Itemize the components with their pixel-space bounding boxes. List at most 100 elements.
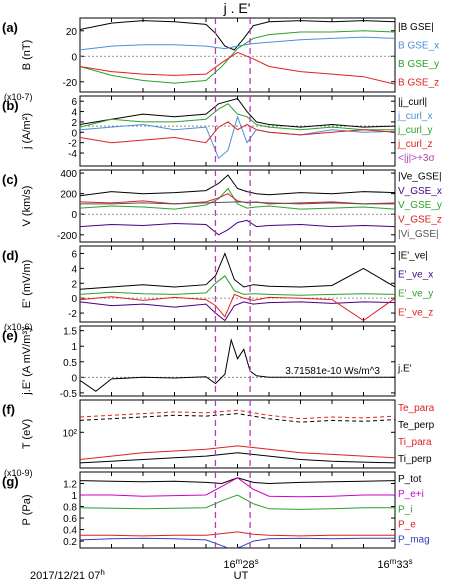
y-tick-label: 0 xyxy=(71,294,77,305)
legend-entry: |j_curl| xyxy=(398,97,427,108)
legend-entry: Ti_para xyxy=(398,437,432,448)
series-group xyxy=(80,409,395,464)
series-line-3 xyxy=(80,293,395,322)
series-line-0 xyxy=(80,252,395,290)
legend-entry: P_mag xyxy=(398,535,430,546)
y-tick-label: 6 xyxy=(71,249,77,260)
y-tick-label: 1 xyxy=(71,342,77,353)
series-line-1 xyxy=(80,36,395,51)
series-group xyxy=(80,477,395,548)
panel-frame xyxy=(79,471,396,549)
y-tick-label: 4 xyxy=(71,108,77,119)
panel-label: (a) xyxy=(2,20,18,35)
series-line-3 xyxy=(80,452,395,464)
legend-entry: |Ve_GSE| xyxy=(398,171,442,182)
scale-label: (x10-7) xyxy=(4,92,33,102)
panel-label: (c) xyxy=(2,172,18,187)
series-line-0 xyxy=(80,338,395,392)
integral-annotation: 3.71581e-10 Ws/m^3 xyxy=(285,366,380,377)
series-line-1 xyxy=(80,301,395,322)
legend-entry: E'_ve_x xyxy=(398,269,433,280)
series-group xyxy=(80,20,395,85)
y-axis-label: B (nT) xyxy=(21,40,33,71)
legend-entry: B GSE_x xyxy=(398,41,439,52)
series-line-0 xyxy=(80,174,395,197)
series-line-2 xyxy=(80,103,395,131)
tick-label-16m28s: 16m28s xyxy=(223,557,258,571)
scale-label: (x10-6) xyxy=(4,322,33,332)
panel-label: (b) xyxy=(2,98,19,113)
series-line-3 xyxy=(80,51,395,85)
series-group xyxy=(80,338,395,392)
legend-entry: j_curl_z xyxy=(397,139,432,150)
legend-entry: Ti_perp xyxy=(398,454,432,465)
time-axis: 16m28s 16m33s 2017/12/21 07h UT xyxy=(30,557,413,580)
series-line-1 xyxy=(80,413,395,423)
y-tick-label: -2 xyxy=(68,139,77,150)
panel-label: (f) xyxy=(2,402,15,417)
series-line-0 xyxy=(80,409,395,420)
y-tick-label: 0.8 xyxy=(63,503,77,514)
y-tick-label: 0 xyxy=(71,128,77,139)
legend-entry: B GSE_z xyxy=(398,78,439,89)
series-line-3 xyxy=(80,531,395,537)
scale-label: (x10-9) xyxy=(4,468,33,478)
legend-entry: Te_perp xyxy=(398,420,435,431)
y-tick-label: 0.4 xyxy=(63,526,77,537)
figure-title: j . E' xyxy=(223,0,251,16)
panel-3: (d)E' (mV/m) -2 0 2 4 6 |E'_ve| E'_ve_x E'_ve_y E… xyxy=(2,245,433,323)
y-tick-label: 0 xyxy=(71,52,77,63)
x-axis-label: UT xyxy=(234,570,249,580)
legend-entry: P_tot xyxy=(398,474,422,485)
panel-label: (e) xyxy=(2,328,18,343)
panel-frame xyxy=(79,325,396,397)
series-line-2 xyxy=(80,445,395,460)
series-line-3 xyxy=(80,121,395,144)
y-axis-label: j.E' (A mV/m³) xyxy=(21,327,33,396)
series-line-2 xyxy=(80,30,395,84)
legend-entry: Te_para xyxy=(398,403,435,414)
y-axis-label: E' (mV/m) xyxy=(21,260,33,309)
legend-entry: V_GSE_x xyxy=(398,186,442,197)
series-group xyxy=(80,252,395,322)
legend-entry: B GSE_y xyxy=(398,59,439,70)
y-axis-label: j (A/m²) xyxy=(21,113,33,150)
legend-entry: |B GSE| xyxy=(398,22,434,33)
panel-6: (g)P (Pa) (x10-9) 0.20.40.60.811.2 P_tot P_e… xyxy=(2,468,430,549)
legend-entry: j_curl_x xyxy=(397,111,432,122)
y-tick-label: 1.2 xyxy=(63,480,77,491)
legend-entry: P_e xyxy=(398,519,416,530)
series-line-0 xyxy=(80,20,395,51)
legend-entry: P_i xyxy=(398,504,412,515)
series-line-4 xyxy=(80,537,395,548)
y-tick-label: -2 xyxy=(68,309,77,320)
y-tick-label: 6 xyxy=(71,97,77,108)
y-tick-label: 1.5 xyxy=(63,327,77,338)
y-tick-label: 2 xyxy=(71,118,77,129)
series-line-0 xyxy=(80,98,395,128)
y-tick-label: -4 xyxy=(68,149,77,160)
legend-entry: P_e+i xyxy=(398,489,424,500)
y-tick-label: 2 xyxy=(71,279,77,290)
y-tick-label: 400 xyxy=(60,169,77,180)
y-tick-label: 0 xyxy=(71,210,77,221)
panel-frame xyxy=(79,17,396,93)
tick-label-16m33s: 16m33s xyxy=(377,557,412,571)
y-tick-label: 0 xyxy=(71,373,77,384)
y-tick-label: -0.5 xyxy=(60,389,78,400)
y-tick-label: 10² xyxy=(63,428,78,439)
series-line-0 xyxy=(80,477,395,485)
series-line-4 xyxy=(80,201,395,205)
legend-entry: j_curl_y xyxy=(397,125,432,136)
y-tick-label: 0.2 xyxy=(63,537,77,548)
y-tick-label: 4 xyxy=(71,264,77,275)
y-tick-label: 1 xyxy=(71,491,77,502)
series-group xyxy=(80,98,395,160)
y-axis-label: P (Pa) xyxy=(21,495,33,526)
legend-entry: j.E' xyxy=(397,364,412,375)
panel-label: (g) xyxy=(2,474,19,489)
legend-entry-threshold: <|j|>+3σ xyxy=(398,153,435,164)
